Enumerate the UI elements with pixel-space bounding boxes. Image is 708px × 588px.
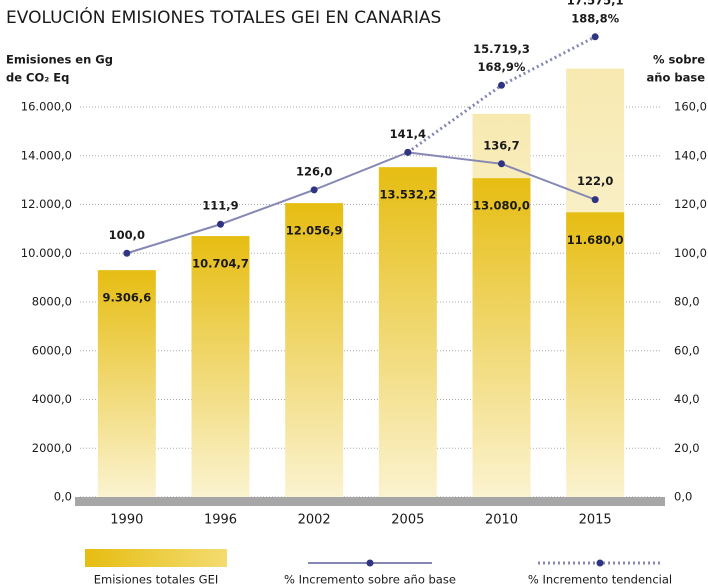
- line-point: [310, 186, 318, 194]
- line-point: [591, 196, 599, 204]
- line-value-label: 111,9: [202, 199, 238, 213]
- y2-tick-label: 80,0: [674, 295, 700, 309]
- y2-tick-label: 60,0: [674, 343, 700, 357]
- line-value-label: 100,0: [109, 228, 145, 242]
- line-point: [123, 249, 131, 257]
- trend-bar-label: 17.575,1: [567, 0, 624, 7]
- y-tick-label: 8000,0: [32, 295, 72, 309]
- y-axis-label: Emisiones en Gg: [6, 53, 113, 67]
- x-tick-label: 2005: [391, 513, 424, 528]
- line-value-label: 141,4: [390, 127, 426, 141]
- bar-value-label: 12.056,9: [286, 224, 343, 238]
- chart-title: EVOLUCIÓN EMISIONES TOTALES GEI EN CANAR…: [6, 6, 441, 28]
- bar-value-label: 9.306,6: [102, 291, 151, 305]
- trend-value-label: 168,9%: [478, 60, 526, 74]
- bar-value-label: 13.532,2: [379, 188, 436, 202]
- y-tick-label: 12.000,0: [21, 197, 72, 211]
- y2-tick-label: 20,0: [674, 441, 700, 455]
- line-value-label: 122,0: [577, 174, 613, 188]
- line-point: [217, 220, 224, 228]
- y-tick-label: 2000,0: [32, 441, 72, 455]
- y2-tick-label: 40,0: [674, 392, 700, 406]
- bar: [285, 203, 344, 497]
- y-axis-label: de CO₂ Eq: [6, 71, 69, 85]
- y2-tick-label: 0,0: [674, 490, 692, 504]
- legend-label: % Incremento tendencial: [528, 573, 672, 587]
- trend-bar-label: 15.719,3: [473, 42, 530, 56]
- bar-value-label: 13.080,0: [473, 199, 530, 213]
- bar: [378, 167, 437, 497]
- x-tick-label: 1990: [110, 513, 143, 528]
- legend-label: % Incremento sobre año base: [284, 573, 456, 587]
- legend-label: Emisiones totales GEI: [94, 573, 218, 587]
- bar: [97, 270, 156, 497]
- legend-point: [366, 559, 374, 567]
- line-point: [498, 81, 505, 89]
- y-tick-label: 0,0: [54, 490, 72, 504]
- x-axis: [75, 497, 665, 506]
- y-tick-label: 6000,0: [32, 343, 72, 357]
- bar-value-label: 11.680,0: [567, 233, 624, 247]
- y2-axis-label: año base: [647, 71, 706, 85]
- y2-tick-label: 100,0: [674, 246, 707, 260]
- y2-tick-label: 120,0: [674, 197, 707, 211]
- line: [126, 151, 596, 255]
- line-point: [591, 33, 599, 41]
- line-value-label: 136,7: [483, 138, 519, 152]
- line-point: [404, 148, 412, 156]
- x-tick-label: 2010: [485, 513, 518, 528]
- x-tick-label: 1996: [204, 513, 237, 528]
- y-tick-label: 14.000,0: [21, 148, 72, 162]
- trend-value-label: 188,8%: [571, 11, 619, 25]
- bar: [191, 236, 250, 497]
- y-tick-label: 16.000,0: [21, 100, 72, 114]
- x-tick-label: 2015: [579, 513, 612, 528]
- bar: [566, 212, 625, 498]
- line-point: [498, 160, 505, 168]
- y2-axis-label: % sobre: [653, 53, 705, 67]
- y2-tick-label: 140,0: [674, 148, 707, 162]
- legend-point: [596, 559, 604, 567]
- y-tick-label: 4000,0: [32, 392, 72, 406]
- x-tick-label: 2002: [298, 513, 331, 528]
- legend-swatch: [85, 549, 227, 567]
- y-tick-label: 10.000,0: [21, 246, 72, 260]
- bar: [472, 178, 531, 498]
- y2-tick-label: 160,0: [674, 100, 707, 114]
- bar-value-label: 10.704,7: [192, 257, 249, 271]
- line-value-label: 126,0: [296, 164, 332, 178]
